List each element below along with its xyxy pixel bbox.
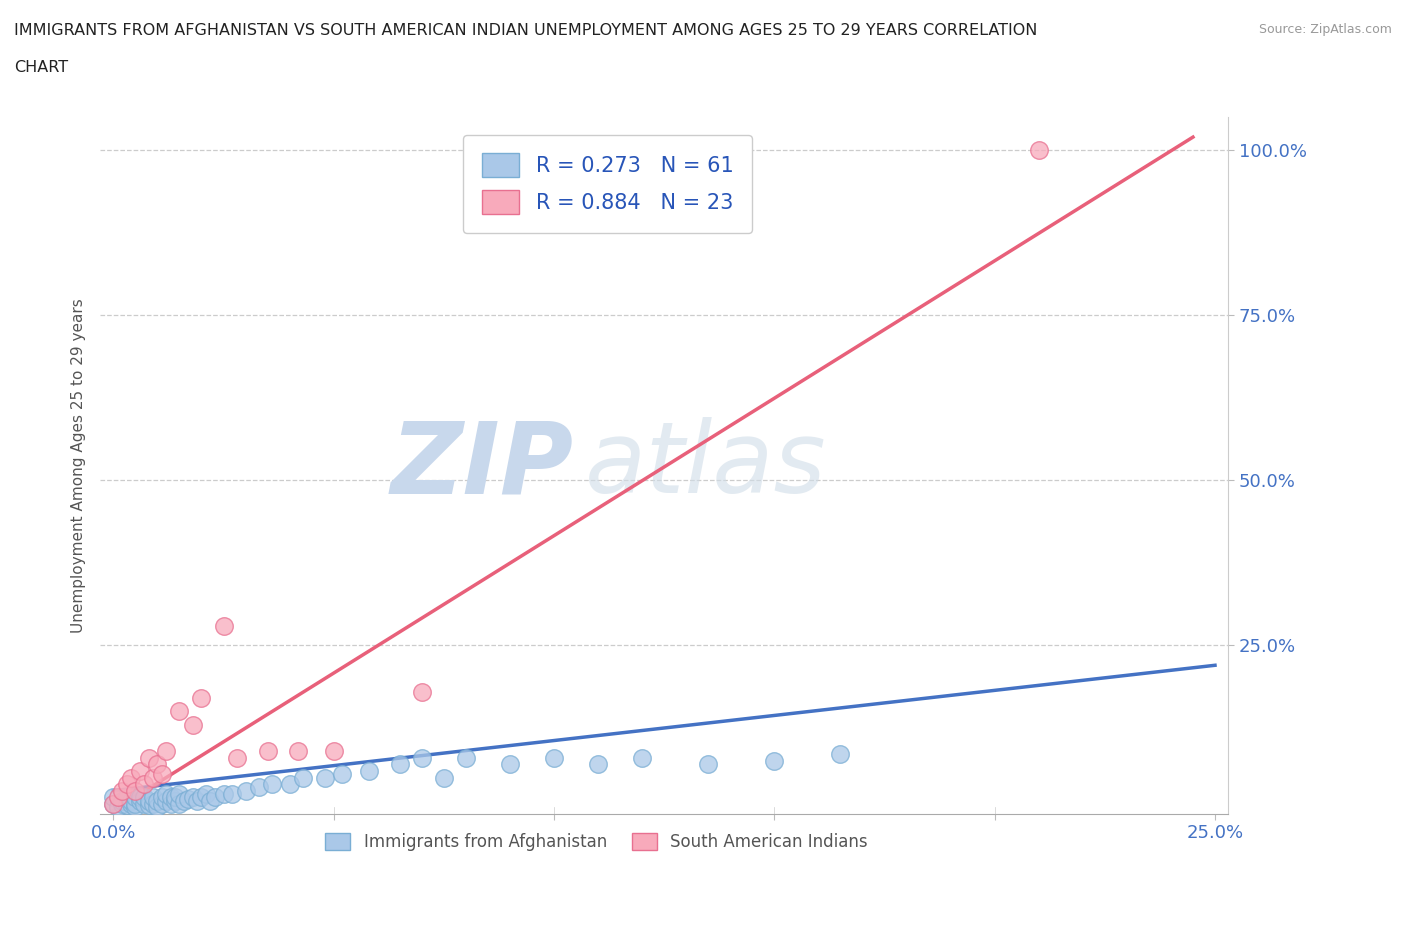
Point	[120, 793, 142, 808]
Point	[225, 751, 247, 765]
Point	[212, 787, 235, 802]
Point	[357, 764, 380, 778]
Point	[138, 793, 160, 808]
Point	[543, 751, 565, 765]
Point	[194, 787, 217, 802]
Point	[163, 790, 186, 804]
Point	[124, 783, 146, 798]
Point	[200, 793, 222, 808]
Point	[181, 790, 204, 804]
Point	[146, 793, 169, 808]
Point	[190, 790, 212, 804]
Point	[235, 783, 257, 798]
Point	[134, 796, 156, 811]
Point	[134, 790, 156, 804]
Point	[142, 770, 165, 785]
Point	[124, 790, 146, 804]
Point	[332, 766, 354, 781]
Point	[150, 766, 173, 781]
Point	[291, 770, 314, 785]
Point	[212, 618, 235, 633]
Point	[204, 790, 226, 804]
Point	[138, 751, 160, 765]
Point	[155, 744, 177, 759]
Point	[169, 796, 191, 811]
Point	[103, 796, 125, 811]
Point	[146, 800, 169, 815]
Point	[159, 790, 181, 804]
Point	[190, 691, 212, 706]
Point	[186, 793, 208, 808]
Point	[499, 757, 522, 772]
Point	[142, 796, 165, 811]
Text: atlas: atlas	[585, 417, 827, 514]
Point	[278, 777, 301, 791]
Point	[115, 798, 138, 813]
Point	[221, 787, 243, 802]
Text: Source: ZipAtlas.com: Source: ZipAtlas.com	[1258, 23, 1392, 36]
Point	[115, 777, 138, 791]
Text: CHART: CHART	[14, 60, 67, 75]
Point	[247, 780, 270, 795]
Point	[138, 798, 160, 813]
Point	[388, 757, 411, 772]
Point	[115, 790, 138, 804]
Point	[142, 790, 165, 804]
Point	[314, 770, 336, 785]
Text: ZIP: ZIP	[391, 417, 574, 514]
Point	[111, 793, 134, 808]
Point	[287, 744, 309, 759]
Point	[103, 796, 125, 811]
Point	[181, 717, 204, 732]
Point	[120, 770, 142, 785]
Point	[586, 757, 609, 772]
Y-axis label: Unemployment Among Ages 25 to 29 years: Unemployment Among Ages 25 to 29 years	[72, 299, 86, 633]
Point	[128, 793, 150, 808]
Point	[433, 770, 456, 785]
Point	[159, 796, 181, 811]
Point	[169, 704, 191, 719]
Point	[146, 757, 169, 772]
Point	[256, 744, 278, 759]
Point	[454, 751, 477, 765]
Point	[150, 796, 173, 811]
Text: IMMIGRANTS FROM AFGHANISTAN VS SOUTH AMERICAN INDIAN UNEMPLOYMENT AMONG AGES 25 : IMMIGRANTS FROM AFGHANISTAN VS SOUTH AME…	[14, 23, 1038, 38]
Point	[173, 793, 195, 808]
Point	[111, 783, 134, 798]
Point	[111, 796, 134, 811]
Point	[177, 791, 200, 806]
Point	[128, 790, 150, 804]
Legend: Immigrants from Afghanistan, South American Indians: Immigrants from Afghanistan, South Ameri…	[319, 826, 875, 857]
Point	[411, 684, 433, 699]
Point	[134, 777, 156, 791]
Point	[124, 796, 146, 811]
Point	[697, 757, 720, 772]
Point	[163, 793, 186, 808]
Point	[120, 796, 142, 811]
Point	[260, 777, 283, 791]
Point	[631, 751, 654, 765]
Point	[1028, 143, 1050, 158]
Point	[150, 790, 173, 804]
Point	[155, 793, 177, 808]
Point	[107, 800, 129, 815]
Point	[169, 787, 191, 802]
Point	[411, 751, 433, 765]
Point	[322, 744, 344, 759]
Point	[763, 753, 786, 768]
Point	[107, 790, 129, 804]
Point	[128, 764, 150, 778]
Point	[124, 800, 146, 815]
Point	[830, 747, 852, 762]
Point	[103, 790, 125, 804]
Point	[155, 787, 177, 802]
